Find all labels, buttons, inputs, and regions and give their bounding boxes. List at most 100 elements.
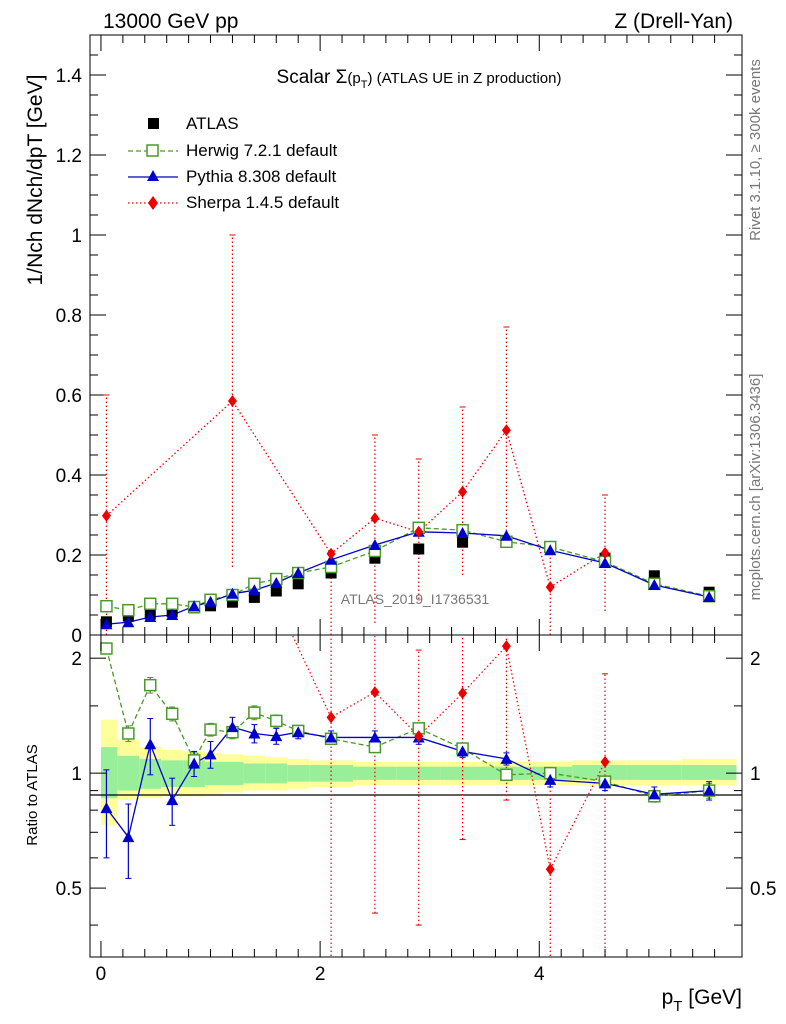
ratio-pythia-point bbox=[144, 738, 157, 750]
ratio-pythia-point bbox=[544, 773, 557, 785]
y-tick-label: 0.4 bbox=[56, 466, 83, 487]
ratio-herwig-point bbox=[270, 714, 283, 728]
pythia-point bbox=[368, 539, 381, 550]
ratio-y-label: Ratio to ATLAS bbox=[24, 744, 41, 845]
ratio-sherpa-point bbox=[326, 711, 336, 724]
ratio-bands bbox=[100, 719, 737, 826]
pythia-point bbox=[292, 567, 305, 578]
ratio-herwig-point bbox=[368, 740, 382, 754]
ratio-y-tick-label-right: 0.5 bbox=[750, 879, 776, 900]
legend-atlas-marker bbox=[148, 118, 159, 129]
y-tick-label: 1.2 bbox=[56, 146, 82, 167]
ratio-y-tick-label: 1 bbox=[71, 764, 82, 785]
pythia-point bbox=[144, 611, 157, 622]
ratio-sherpa-point bbox=[501, 640, 511, 653]
x-tick-label: 4 bbox=[534, 964, 545, 985]
pythia-point bbox=[544, 544, 557, 556]
ratio-herwig-point bbox=[248, 706, 261, 719]
atlas-point bbox=[226, 596, 238, 608]
pythia-point bbox=[456, 527, 469, 538]
ratio-pythia-point bbox=[456, 745, 469, 757]
sherpa-point bbox=[101, 509, 111, 522]
ratio-pythia-point bbox=[166, 794, 179, 806]
ratio-band-inner bbox=[309, 765, 353, 782]
legend: ATLAS Herwig 7.2.1 default Pythia 8.308 … bbox=[128, 114, 339, 212]
pythia-point bbox=[122, 616, 135, 628]
pythia-point bbox=[204, 595, 217, 607]
header-left: 13000 GeV pp bbox=[103, 10, 238, 33]
ratio-herwig-point bbox=[204, 723, 217, 736]
ratio-y-tick-label: 0.5 bbox=[56, 879, 82, 900]
ratio-band-inner bbox=[681, 765, 737, 780]
y-tick-label: 0.8 bbox=[56, 306, 82, 327]
ratio-sherpa-point bbox=[458, 687, 468, 700]
ratio-pythia-point bbox=[599, 777, 612, 789]
ratio-y-tick-label-right: 1 bbox=[750, 764, 761, 785]
sherpa-point bbox=[326, 547, 336, 560]
x-tick-label: 0 bbox=[96, 964, 107, 985]
sherpa-point bbox=[370, 512, 380, 525]
ratio-pythia-point bbox=[100, 802, 113, 814]
sherpa-point bbox=[414, 525, 424, 538]
watermark: ATLAS_2019_I1736531 bbox=[341, 591, 490, 607]
ratio-band-inner bbox=[352, 766, 397, 780]
ratio-herwig-point bbox=[500, 768, 513, 782]
ratio-pythia-point bbox=[248, 727, 261, 739]
atlas-point bbox=[457, 536, 469, 548]
ratio-pythia-point bbox=[368, 731, 381, 743]
ratio-y-tick-label: 2 bbox=[71, 649, 82, 670]
legend-sherpa-label: Sherpa 1.4.5 default bbox=[186, 193, 339, 212]
ratio-band-inner bbox=[626, 765, 682, 780]
pythia-point bbox=[226, 587, 239, 599]
ratio-sherpa-point bbox=[414, 730, 424, 743]
pythia-point bbox=[648, 579, 661, 590]
main-panel-axes: 0 0.2 0.4 0.6 0.8 1 1.2 1.4 bbox=[56, 35, 742, 647]
y-axis-label: 1/Nch dNch/dpT [GeV] bbox=[24, 75, 47, 286]
pythia-point bbox=[100, 618, 113, 630]
pythia-point bbox=[248, 584, 261, 596]
ratio-pythia-point bbox=[648, 788, 661, 800]
y-tick-label: 0.2 bbox=[56, 546, 82, 567]
herwig-point bbox=[122, 603, 135, 617]
ratio-sherpa-line bbox=[292, 635, 606, 872]
ratio-pythia-point bbox=[226, 721, 239, 733]
ratio-y-tick-label-right: 2 bbox=[750, 649, 761, 670]
ratio-pythia-point bbox=[270, 730, 283, 742]
y-tick-label: 1.4 bbox=[56, 66, 83, 87]
y-tick-label: 0 bbox=[71, 626, 82, 647]
ratio-pythia-point bbox=[325, 731, 338, 743]
pythia-point bbox=[166, 609, 179, 620]
atlas-point bbox=[369, 552, 381, 564]
ratio-pythia-point bbox=[703, 784, 716, 796]
ratio-band-inner bbox=[221, 761, 244, 786]
pythia-point bbox=[270, 577, 283, 588]
ratio-band-inner bbox=[205, 761, 222, 786]
sherpa-point bbox=[501, 424, 511, 437]
atlas-point bbox=[413, 543, 425, 555]
ratio-pythia-point bbox=[292, 726, 305, 738]
sherpa-point bbox=[545, 581, 555, 593]
ratio-band-inner bbox=[117, 755, 140, 791]
rivet-label: Rivet 3.1.10, ≥ 300k events bbox=[747, 59, 764, 241]
herwig-point bbox=[144, 597, 157, 611]
ratio-band-inner bbox=[161, 760, 184, 787]
atlas-point bbox=[292, 578, 304, 590]
ratio-herwig-point bbox=[144, 678, 157, 692]
atlas-point bbox=[648, 570, 660, 582]
legend-herwig-marker bbox=[146, 144, 159, 157]
pythia-point bbox=[188, 600, 201, 612]
ratio-herwig-point bbox=[100, 642, 113, 655]
y-tick-label: 0.6 bbox=[56, 386, 82, 407]
ratio-panel-frame bbox=[89, 634, 743, 958]
legend-pythia-marker bbox=[147, 170, 159, 181]
ratio-panel: 0.5 0.5 1 1 2 2 0 2 4 Ratio to ATLAS pT [GeV] bbox=[24, 634, 776, 1015]
ratio-pythia-point bbox=[122, 831, 135, 843]
header-right: Z (Drell-Yan) bbox=[614, 10, 733, 33]
main-panel: 0 0.2 0.4 0.6 0.8 1 1.2 1.4 ATLAS_2019_I1736531… bbox=[24, 34, 743, 647]
y-tick-label: 1 bbox=[71, 226, 82, 247]
ratio-band-inner bbox=[100, 747, 118, 799]
pythia-point bbox=[500, 529, 513, 541]
main-panel-data bbox=[100, 234, 716, 635]
ratio-panel-axes: 0.5 0.5 1 1 2 2 0 2 4 bbox=[56, 635, 776, 985]
